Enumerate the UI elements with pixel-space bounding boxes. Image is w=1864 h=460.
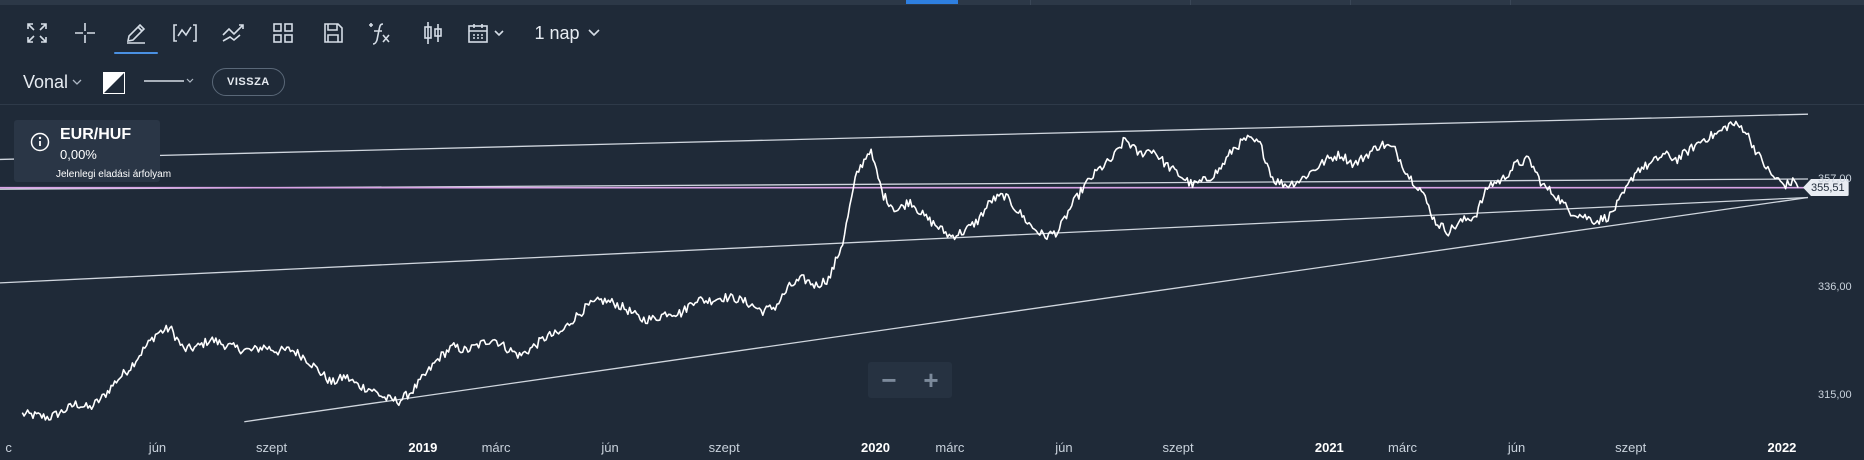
calendar-icon[interactable]: [466, 14, 508, 52]
y-tick-label: 315,00: [1818, 389, 1852, 401]
x-tick-label: márc: [935, 440, 965, 455]
period-selector[interactable]: 1 nap: [532, 14, 602, 52]
trend-line[interactable]: [244, 196, 1808, 423]
solid-line-icon: [144, 78, 194, 83]
function-icon[interactable]: [366, 14, 396, 52]
color-swatch-icon: [103, 72, 125, 94]
trend-line[interactable]: [0, 196, 1808, 284]
crosshair-icon[interactable]: [70, 14, 100, 52]
tab-divider: [1350, 0, 1351, 5]
line-type-label: Vonal: [23, 72, 69, 92]
trend-icon[interactable]: [219, 14, 249, 52]
back-button[interactable]: VISSZA: [212, 68, 285, 96]
fullscreen-icon[interactable]: [22, 14, 52, 52]
current-price-label: Jelenlegi eladási árfolyam: [56, 169, 172, 180]
instrument-symbol: EUR/HUF: [60, 126, 132, 143]
price-series-line: [21, 120, 1799, 421]
tab-divider: [1510, 0, 1511, 5]
indicator-icon[interactable]: [170, 14, 200, 52]
x-tick-label: márc: [481, 440, 511, 455]
x-tick-label: szept: [1162, 440, 1194, 455]
active-tab-indicator: [906, 0, 958, 4]
x-tick-label: jún: [601, 440, 619, 455]
x-tick-label: 2019: [408, 440, 438, 455]
x-tick-label: szept: [1615, 440, 1647, 455]
layout-grid-icon[interactable]: [268, 14, 298, 52]
trend-line[interactable]: [0, 113, 1808, 161]
x-tick-label: jún: [1507, 440, 1526, 455]
info-icon[interactable]: [30, 132, 50, 152]
zoom-in-button[interactable]: +: [923, 365, 939, 395]
x-tick-label: jún: [1055, 440, 1073, 455]
tab-divider: [1190, 0, 1191, 5]
x-tick-label: szept: [708, 440, 740, 455]
period-label: 1 nap: [534, 22, 580, 43]
x-tick-label: 2020: [861, 440, 890, 455]
current-price-tag: 355,51: [1803, 179, 1849, 196]
chart-toolbar: 1 nap: [0, 6, 1864, 56]
x-tick-label: márc: [1388, 440, 1417, 455]
price-change: 0,00%: [60, 147, 97, 162]
line-color-picker[interactable]: [103, 72, 125, 94]
zoom-controls: − +: [868, 362, 952, 398]
pencil-icon[interactable]: [112, 14, 160, 54]
drawing-options-bar: Vonal VISSZA: [0, 62, 1864, 104]
x-tick-label: c: [5, 440, 12, 455]
x-tick-label: 2022: [1767, 440, 1797, 455]
x-tick-label: 2021: [1314, 440, 1344, 455]
chevron-down-icon: [72, 79, 82, 85]
toolbar-divider: [0, 104, 1864, 105]
tab-divider: [1030, 0, 1031, 5]
zoom-out-button[interactable]: −: [881, 365, 897, 395]
x-tick-label: jún: [148, 440, 167, 455]
line-type-dropdown[interactable]: Vonal: [23, 72, 82, 93]
top-tab-strip: [0, 0, 1864, 5]
chevron-down-icon: [587, 29, 600, 37]
y-tick-label: 336,00: [1818, 281, 1852, 293]
x-tick-label: szept: [256, 440, 288, 455]
y-tick-label: 357,00: [1818, 173, 1852, 185]
instrument-info-box: EUR/HUF 0,00%: [14, 120, 160, 182]
save-icon[interactable]: [318, 14, 348, 52]
line-style-dropdown[interactable]: [144, 74, 194, 88]
candlestick-icon[interactable]: [418, 14, 448, 52]
